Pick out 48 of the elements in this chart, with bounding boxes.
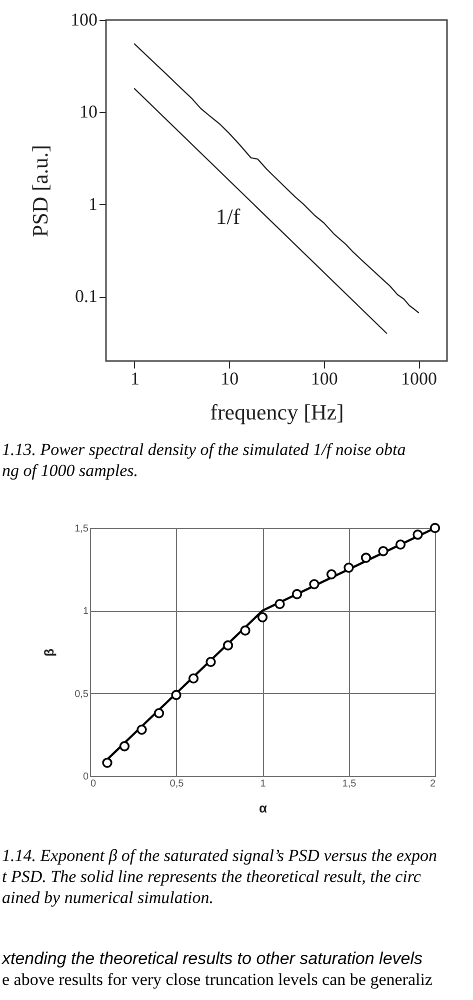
x-tick-label: 10 bbox=[220, 368, 239, 388]
y-axis-title: PSD [a.u.] bbox=[28, 144, 52, 238]
annotation: 1/f bbox=[216, 204, 241, 229]
text: t PSD. The solid line represents the theoretical result, the circ bbox=[1, 866, 422, 887]
y-tick-label: 1,5 bbox=[74, 524, 89, 534]
text: e above results for very close truncation levels can be generaliz bbox=[1, 969, 434, 990]
y-tick-label: 0.1 bbox=[75, 286, 98, 306]
point bbox=[326, 569, 337, 580]
point bbox=[240, 625, 250, 636]
point bbox=[430, 522, 440, 534]
point bbox=[395, 539, 406, 550]
y-tick-label: 1 bbox=[82, 606, 89, 618]
x-tick-label: 1 bbox=[130, 368, 140, 388]
point bbox=[412, 530, 423, 540]
point bbox=[222, 640, 234, 650]
point bbox=[136, 724, 147, 735]
point bbox=[206, 656, 216, 667]
point bbox=[344, 562, 354, 573]
x-tick-label: 2 bbox=[430, 778, 436, 790]
y-tick-label: 0 bbox=[82, 772, 89, 782]
y-axis-title: β bbox=[42, 648, 57, 656]
point bbox=[188, 673, 199, 684]
x-axis-title: α bbox=[259, 800, 267, 816]
x-tick-label: 1 bbox=[260, 778, 266, 790]
point bbox=[309, 579, 320, 590]
y-tick-label: 10 bbox=[80, 102, 98, 122]
point bbox=[360, 552, 372, 563]
point bbox=[171, 690, 182, 700]
point bbox=[154, 708, 164, 718]
y-tick-label: 1 bbox=[88, 194, 98, 214]
x-axis-title: frequency [Hz] bbox=[210, 400, 344, 424]
text: ng of 1000 samples. bbox=[1, 460, 139, 481]
text: 1.13. Power spectral density of the simulated 1/f noise obta bbox=[1, 439, 407, 460]
point bbox=[292, 589, 302, 600]
y-tick-label: 0,5 bbox=[74, 688, 89, 700]
x-tick-label: 1,5 bbox=[342, 778, 357, 790]
x-tick-label: 0,5 bbox=[170, 778, 184, 790]
point bbox=[119, 741, 130, 752]
y-tick-label: 100 bbox=[70, 10, 98, 30]
point bbox=[274, 598, 285, 610]
text: xtending the theoretical results to other saturation levels bbox=[0, 948, 424, 969]
x-tick-label: 100 bbox=[310, 368, 338, 388]
text: 1.14. Exponent β of the saturated signal’s PSD versus the expon bbox=[1, 845, 438, 866]
point bbox=[102, 758, 112, 768]
text: ained by numerical simulation. bbox=[1, 887, 215, 908]
point bbox=[378, 546, 388, 556]
x-tick-label: 1000 bbox=[401, 368, 437, 388]
point bbox=[257, 612, 268, 622]
